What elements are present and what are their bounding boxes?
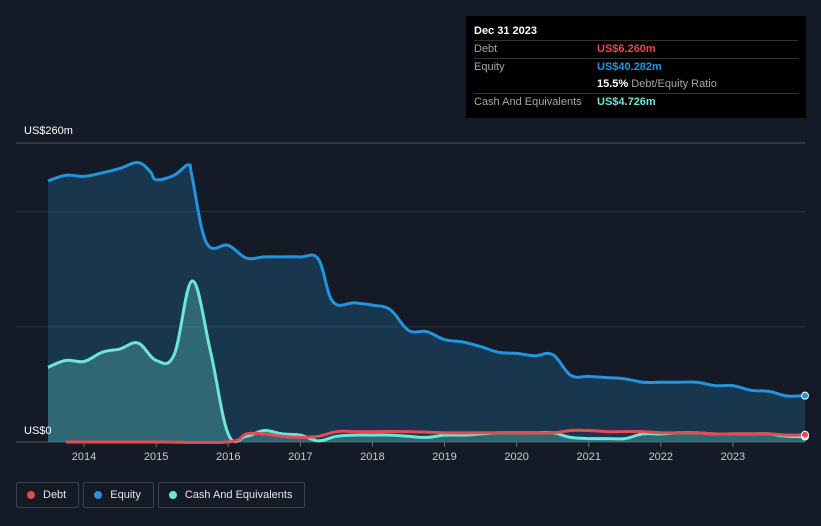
x-tick-label: 2019 — [432, 451, 456, 463]
equity-end-point — [801, 391, 809, 400]
tooltip-ratio-row: 15.5% Debt/Equity Ratio — [474, 76, 798, 93]
x-tick-label: 2014 — [72, 451, 96, 463]
chart-legend: Debt Equity Cash And Equivalents — [16, 482, 309, 510]
tooltip-ratio-value: 15.5% — [597, 78, 629, 90]
x-tick-label: 2018 — [360, 451, 384, 463]
cash-area — [48, 280, 805, 442]
tooltip-equity-label: Equity — [474, 61, 505, 73]
tooltip-cash-label: Cash And Equivalents — [474, 96, 582, 108]
tooltip-debt-value: US$6.260m — [597, 43, 656, 55]
tooltip-date: Dec 31 2023 — [474, 25, 537, 37]
legend-debt-label: Debt — [43, 489, 67, 501]
tooltip-equity-value: US$40.282m — [597, 61, 662, 73]
series-end-markers — [801, 391, 809, 441]
legend-cash[interactable]: Cash And Equivalents — [157, 482, 306, 508]
x-tick-label: 2022 — [649, 451, 673, 463]
tooltip-ratio-label: Debt/Equity Ratio — [631, 78, 717, 90]
data-tooltip: Dec 31 2023 Debt US$6.260m Equity US$40.… — [466, 16, 806, 118]
series-areas — [48, 162, 805, 443]
legend-debt[interactable]: Debt — [16, 482, 80, 508]
debt-end-point — [801, 430, 809, 439]
tooltip-debt-row: Debt US$6.260m — [474, 40, 798, 58]
legend-cash-dot — [168, 491, 177, 499]
equity-series-line — [47, 161, 806, 398]
legend-equity[interactable]: Equity — [83, 482, 154, 508]
y-axis-top-label: US$260m — [24, 125, 73, 137]
x-tick-label: 2015 — [144, 451, 168, 463]
x-tick-label: 2023 — [721, 451, 745, 463]
series-lines — [47, 161, 806, 445]
tooltip-cash-row: Cash And Equivalents US$4.726m — [474, 93, 798, 111]
tooltip-equity-row: Equity US$40.282m — [474, 58, 798, 76]
tooltip-cash-value: US$4.726m — [597, 96, 656, 108]
debt-series-line — [66, 428, 806, 445]
x-axis-ticks: 2014 2015 2016 2017 2018 2019 2020 2021 2022 2023 — [72, 442, 745, 463]
legend-equity-dot — [94, 491, 103, 499]
x-tick-label: 2017 — [288, 451, 312, 463]
legend-cash-label: Cash And Equivalents — [184, 489, 293, 501]
legend-debt-dot — [27, 491, 35, 499]
equity-area — [48, 162, 805, 443]
x-tick-label: 2016 — [216, 451, 240, 463]
x-tick-label: 2021 — [576, 451, 600, 463]
legend-equity-label: Equity — [110, 489, 141, 501]
tooltip-debt-label: Debt — [474, 43, 498, 55]
y-axis-bottom-label: US$0 — [24, 425, 52, 437]
x-tick-label: 2020 — [504, 451, 528, 463]
